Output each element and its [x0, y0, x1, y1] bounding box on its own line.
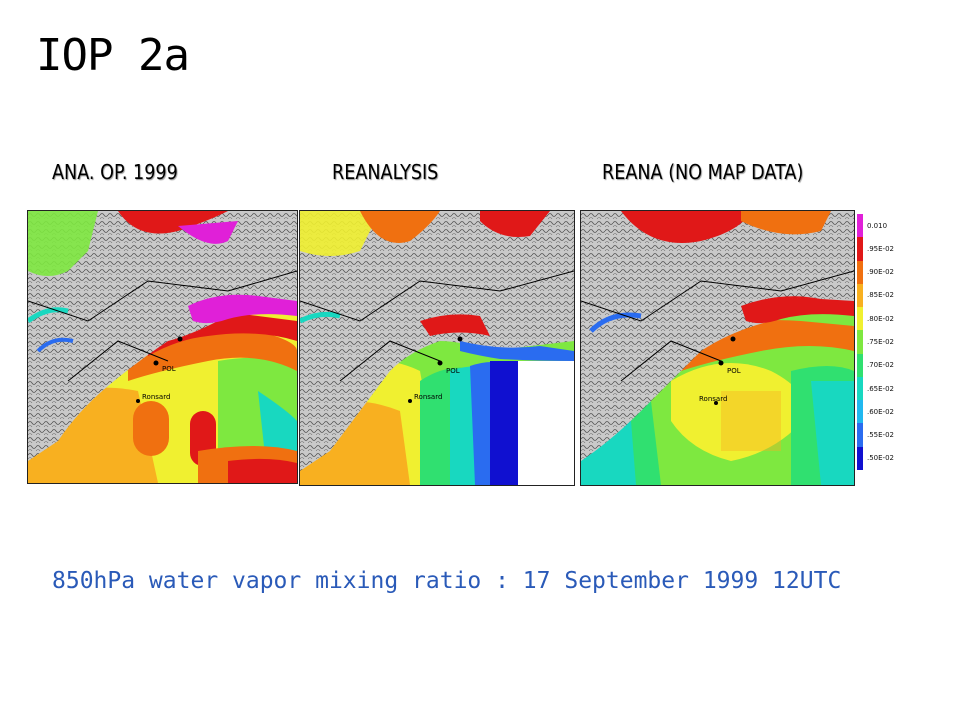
legend-swatch — [857, 423, 863, 447]
legend-swatch — [857, 446, 863, 470]
legend-tick-label: .55E-02 — [867, 431, 894, 440]
station-label-ronsard: Ronsard — [414, 393, 442, 401]
panel-label-ana-op: ANA. OP. 1999 — [52, 160, 178, 184]
mixing-ratio-map-reanalysis: POL Ronsard — [300, 211, 574, 485]
station-label-pol: POL — [162, 365, 176, 373]
figure-caption: 850hPa water vapor mixing ratio : 17 Sep… — [52, 568, 842, 594]
legend-swatch — [857, 353, 863, 377]
legend-swatch — [857, 330, 863, 354]
legend-swatch — [857, 237, 863, 261]
mixing-ratio-map-reana-no-map: POL Ronsard — [581, 211, 854, 485]
mixing-ratio-map-ana-op: POL Ronsard — [28, 211, 297, 483]
legend-tick-label: 0.010 — [867, 221, 888, 230]
slide-title: IOP 2a — [36, 30, 190, 81]
station-label-ronsard: Ronsard — [699, 395, 727, 403]
color-scale-legend: .50E-02 .55E-02 .60E-02 .65E-02 .70E-02 .75E-… — [857, 214, 909, 470]
legend-tick-label: .65E-02 — [867, 384, 894, 393]
legend-swatch — [857, 307, 863, 331]
legend-swatch — [857, 283, 863, 308]
legend-tick-label: .60E-02 — [867, 407, 894, 416]
legend-swatch — [857, 214, 863, 238]
map-panel-ana-op: POL Ronsard — [27, 210, 298, 484]
station-label-pol: POL — [446, 367, 460, 375]
legend-swatch — [857, 376, 863, 401]
legend-tick-label: .50E-02 — [867, 454, 894, 463]
legend-tick-label: .90E-02 — [867, 268, 894, 277]
legend-tick-label: .95E-02 — [867, 244, 894, 253]
legend-swatch — [857, 260, 863, 284]
legend-tick-label: .85E-02 — [867, 291, 894, 300]
map-panel-reana-no-map: POL Ronsard — [580, 210, 855, 486]
station-label-ronsard: Ronsard — [142, 393, 170, 401]
legend-swatch — [857, 400, 863, 424]
panel-label-reana-no-map: REANA (NO MAP DATA) — [602, 160, 804, 184]
legend-tick-label: .80E-02 — [867, 314, 894, 323]
legend-tick-label: .75E-02 — [867, 338, 894, 346]
panel-label-reanalysis: REANALYSIS — [332, 160, 439, 184]
station-label-pol: POL — [727, 367, 741, 375]
map-panel-reanalysis: POL Ronsard — [299, 210, 575, 486]
legend-tick-label: .70E-02 — [867, 361, 894, 370]
